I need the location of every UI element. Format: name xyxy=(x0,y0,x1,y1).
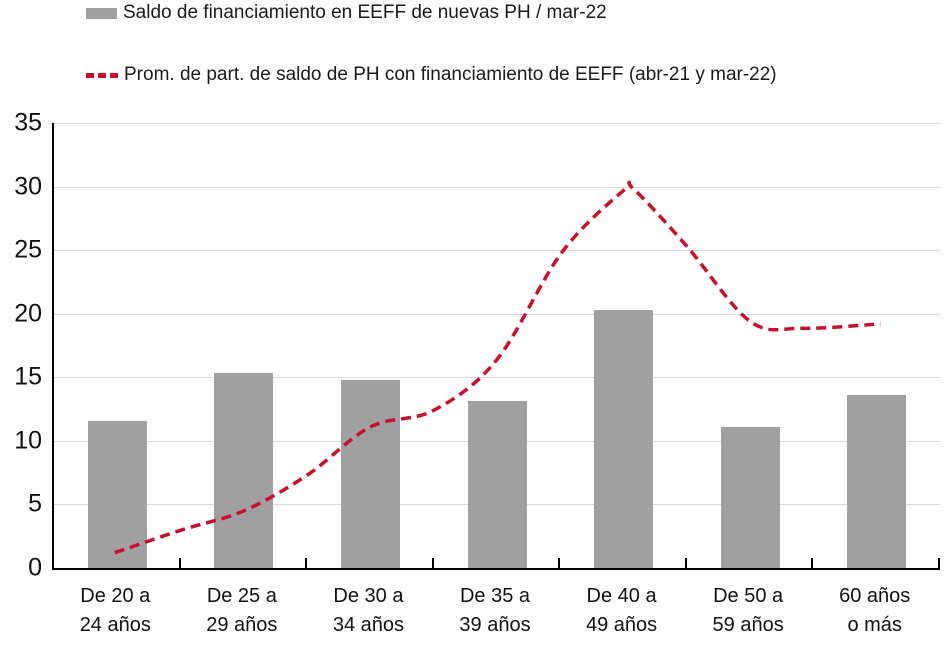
axis-tick xyxy=(558,558,561,568)
legend-item-bars: Saldo de financiamiento en EEFF de nueva… xyxy=(86,2,607,24)
axis-tick xyxy=(811,558,814,568)
dashed-line-swatch-icon xyxy=(86,72,118,78)
y-axis-tick-label: 30 xyxy=(14,172,42,201)
line-series-layer xyxy=(114,180,881,555)
x-axis-category-label: De 25 a 29 años xyxy=(206,585,278,636)
plot-area xyxy=(52,123,940,570)
bar xyxy=(340,379,400,568)
y-axis-tick-label: 0 xyxy=(28,553,42,582)
y-axis-tick-label: 5 xyxy=(28,489,42,518)
gridline xyxy=(54,123,940,124)
x-axis-category-label: De 35 a 39 años xyxy=(459,585,531,636)
x-axis-category-label: 60 años o más xyxy=(839,585,911,636)
y-axis-tick-label: 25 xyxy=(14,235,42,264)
axis-tick xyxy=(52,558,54,568)
gridline xyxy=(54,313,940,315)
bar xyxy=(720,426,780,568)
line-series-path xyxy=(114,180,881,555)
axis-tick xyxy=(684,558,687,568)
x-axis-category-label: De 20 a 24 años xyxy=(79,585,151,636)
x-axis-category-label: De 30 a 34 años xyxy=(332,585,404,636)
gridline xyxy=(54,186,940,188)
axis-tick xyxy=(938,558,940,568)
y-axis-tick-label: 10 xyxy=(14,426,42,455)
y-axis-tick-label: 20 xyxy=(14,299,42,328)
axis-tick xyxy=(178,558,181,568)
x-axis-category-label: De 50 a 59 años xyxy=(712,585,784,636)
x-axis-labels: De 20 a 24 años De 25 a 29 años De 30 a 34… xyxy=(52,582,938,642)
legend-item-line: Prom. de part. de saldo de PH con financ… xyxy=(86,64,777,86)
legend-label-bars: Saldo de financiamiento en EEFF de nueva… xyxy=(123,2,607,23)
x-axis-category-label: De 40 a 49 años xyxy=(585,585,658,636)
y-axis-labels: 0 5 10 15 20 25 30 35 xyxy=(0,110,42,580)
gridline xyxy=(54,377,940,379)
y-axis-tick-label: 35 xyxy=(14,108,42,137)
bar-series-swatch-icon xyxy=(86,7,117,19)
axis-tick xyxy=(305,558,308,568)
bar xyxy=(214,373,274,568)
y-axis-tick-label: 15 xyxy=(14,362,42,391)
axis-tick xyxy=(431,558,434,568)
bar xyxy=(594,309,654,568)
legend-label-line: Prom. de part. de saldo de PH con financ… xyxy=(124,64,777,85)
bar xyxy=(847,395,907,568)
gridline xyxy=(54,250,940,252)
bar xyxy=(467,401,527,568)
